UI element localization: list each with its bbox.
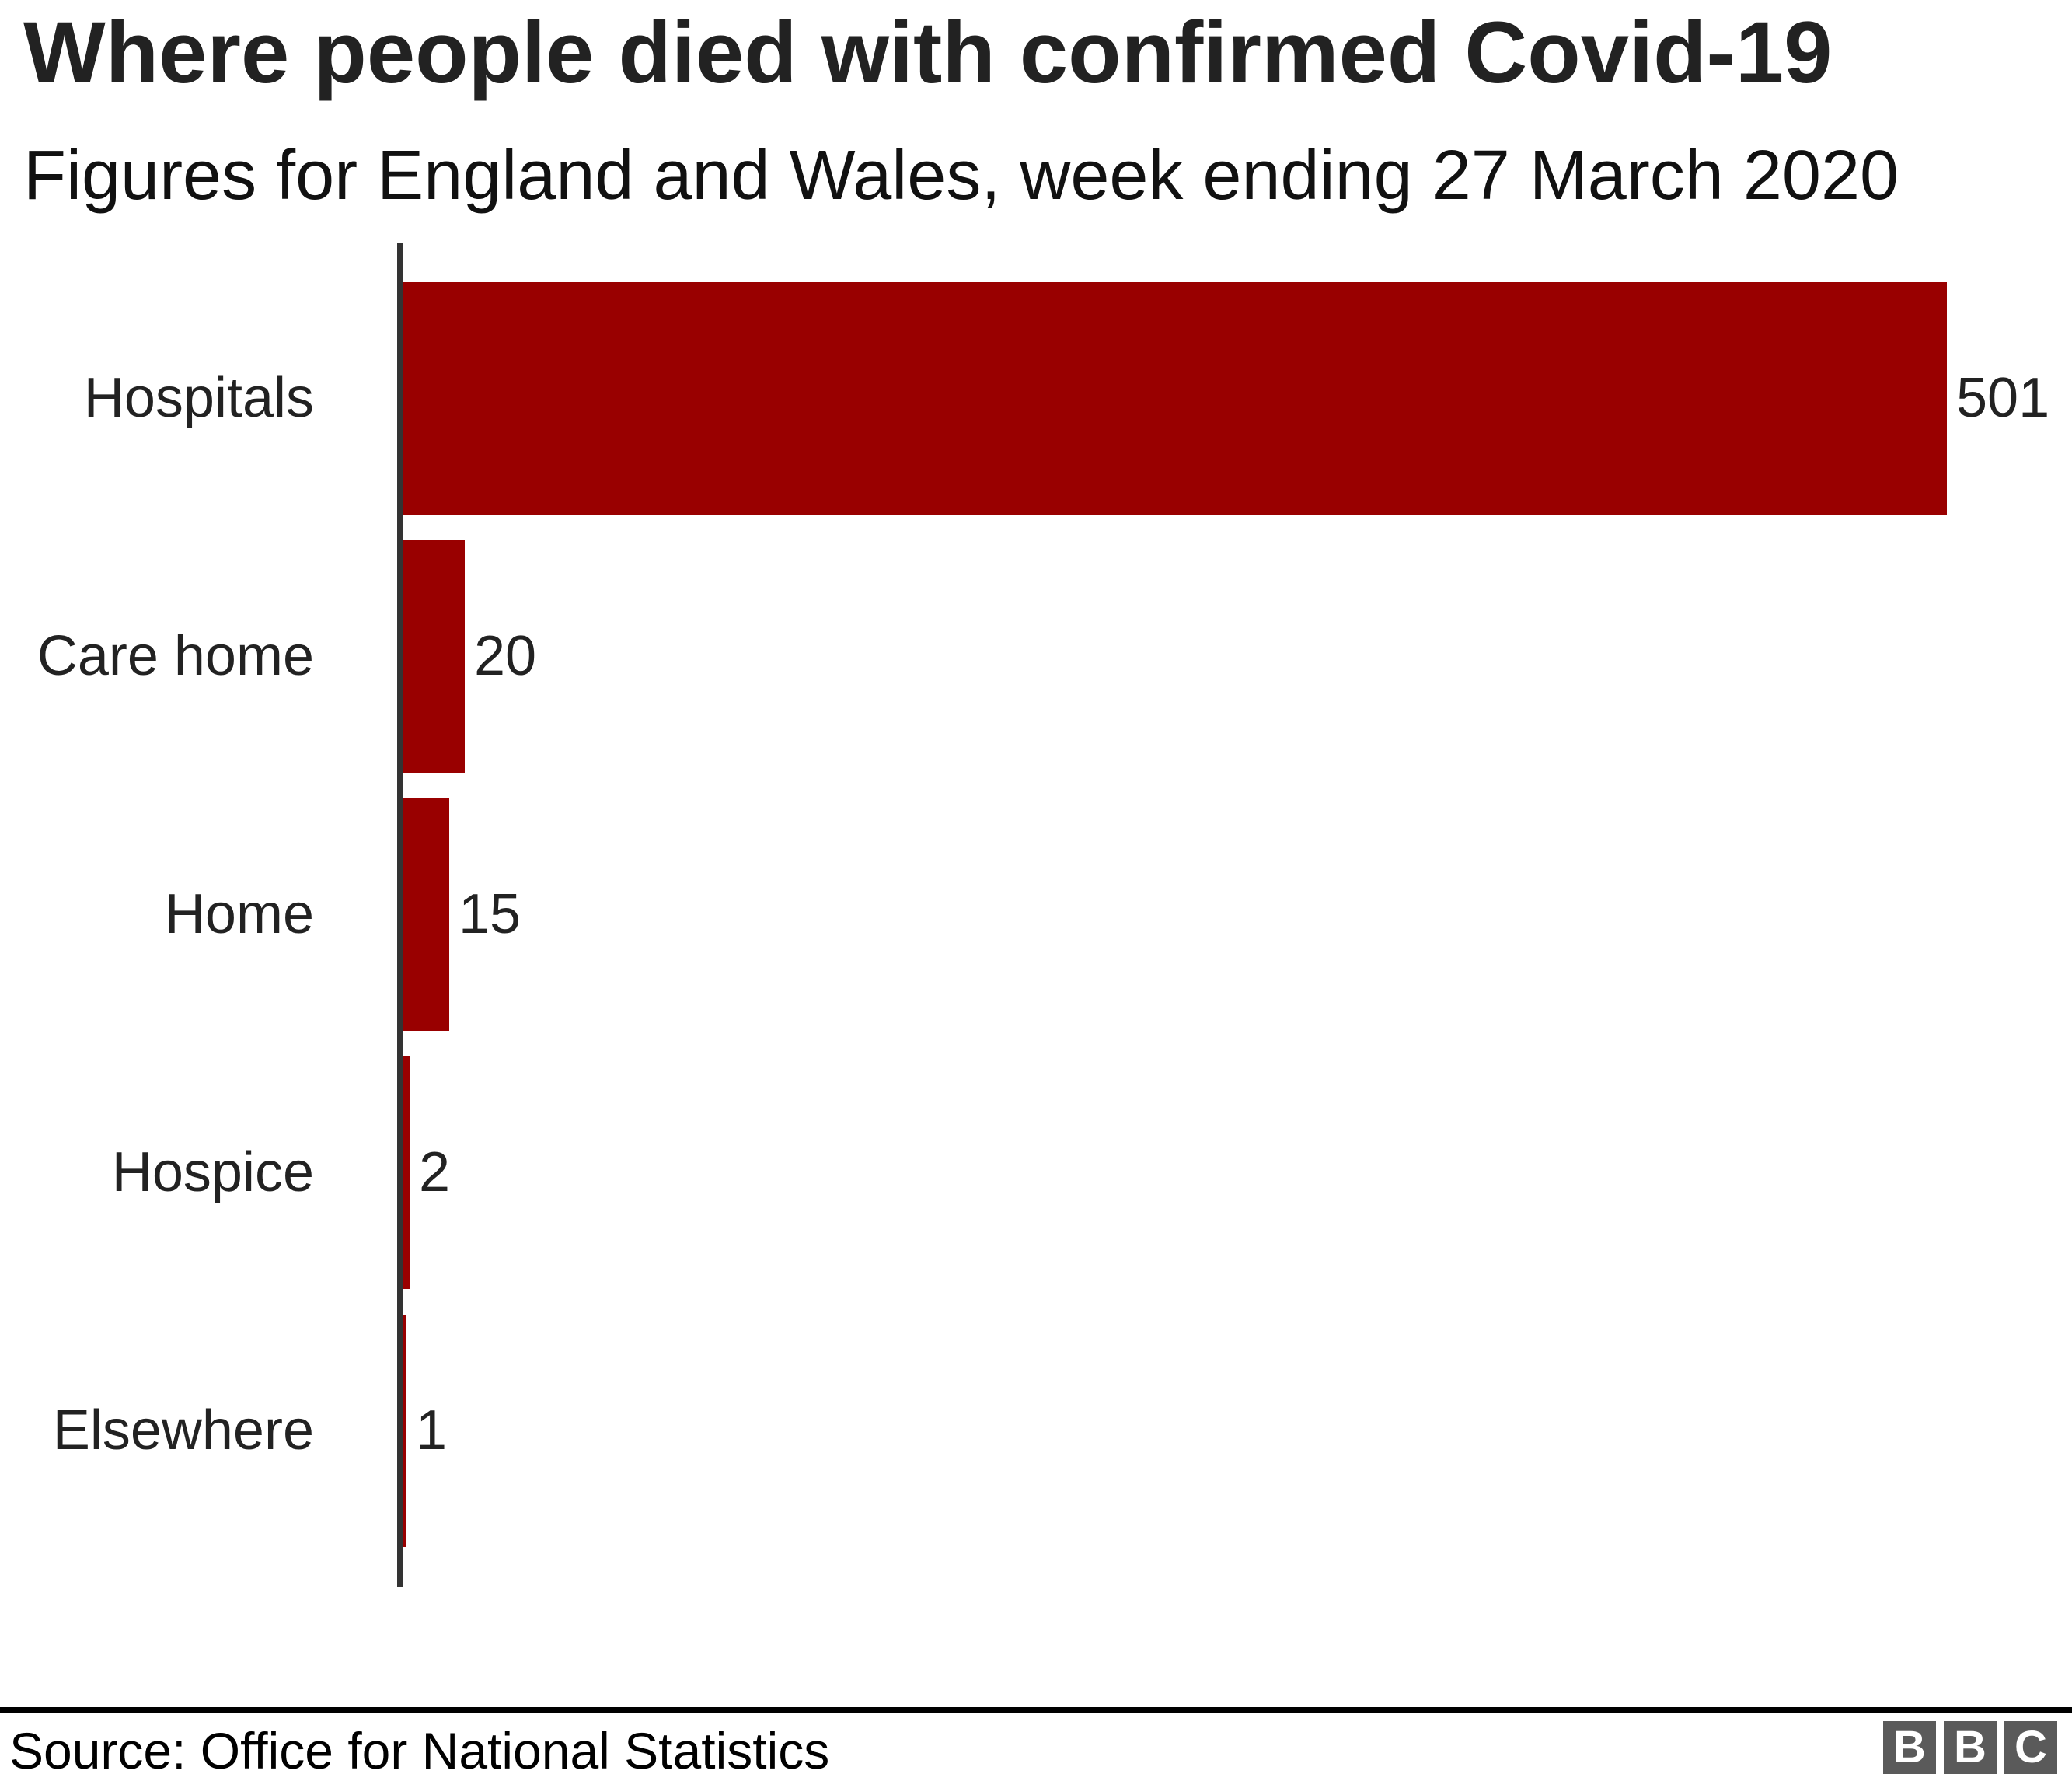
bar [403,1056,410,1289]
footer-divider [0,1707,2072,1713]
value-label: 501 [1956,367,2050,429]
category-label: Home [164,883,314,945]
chart-title: Where people died with confirmed Covid-1… [23,4,1833,101]
bbc-logo: B B C [1883,1721,2057,1774]
source-caption: Source: Office for National Statistics [9,1722,830,1779]
category-label: Elsewhere [52,1399,314,1461]
bar [403,540,465,773]
category-label: Hospice [111,1141,314,1203]
bar [403,798,449,1031]
bar [403,282,1947,515]
bar [403,1315,406,1547]
value-label: 15 [459,883,521,945]
bbc-logo-letter-b1: B [1883,1721,1936,1774]
value-label: 20 [474,625,537,687]
chart-subtitle: Figures for England and Wales, week endi… [23,137,1899,215]
value-label: 1 [416,1399,448,1461]
bbc-logo-letter-b2: B [1944,1721,1997,1774]
category-label: Hospitals [83,367,314,429]
value-label: 2 [419,1141,451,1203]
y-axis-line [397,243,403,1587]
bbc-logo-letter-c: C [2004,1721,2057,1774]
category-label: Care home [37,625,314,687]
